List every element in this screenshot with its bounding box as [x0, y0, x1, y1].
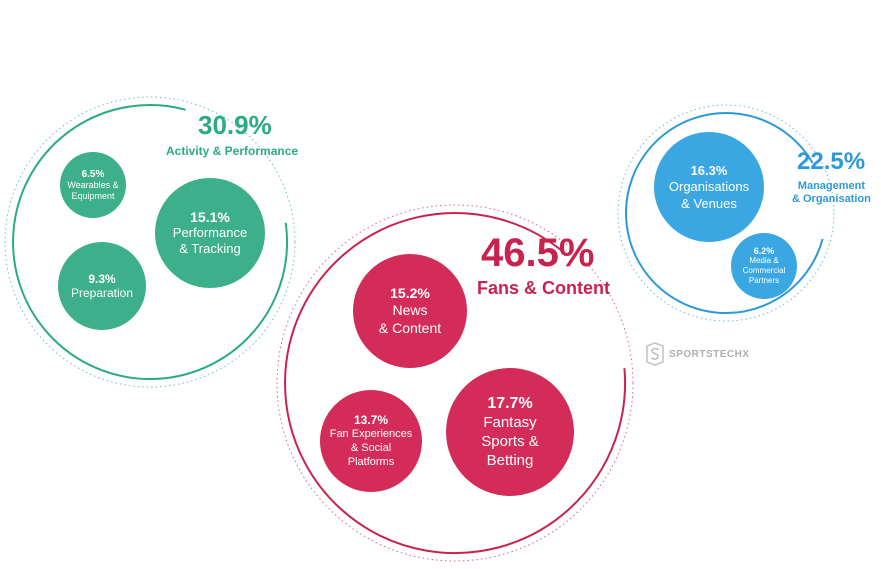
bubble-label: News & Content — [378, 302, 442, 336]
sportstechx-logo: SPORTSTECHX — [645, 342, 750, 366]
bubble-percent: 13.7% — [353, 413, 389, 427]
management-group-label: Management & Organisation — [792, 180, 871, 205]
bubble-percent: 6.5% — [81, 168, 105, 180]
bubble-label: Preparation — [70, 286, 134, 300]
bubble-label: Fantasy Sports & Betting — [481, 413, 539, 469]
logo-text: SPORTSTECHX — [669, 348, 750, 360]
bubble-label: Media & Commercial Partners — [742, 256, 786, 285]
activity-group-label: Activity & Performance — [166, 144, 299, 158]
management-ring — [625, 112, 824, 314]
bubble-fantasy-sports-betting: 17.7% Fantasy Sports & Betting — [446, 368, 574, 496]
bubble-media-commercial: 6.2% Media & Commercial Partners — [731, 233, 797, 299]
bubble-percent: 9.3% — [88, 272, 116, 286]
bubble-percent: 17.7% — [487, 394, 533, 412]
bubble-label: Fan Experiences & Social Platforms — [329, 428, 413, 468]
bubble-performance-tracking: 15.1% Performance & Tracking — [155, 178, 265, 288]
bubble-percent: 15.1% — [190, 209, 230, 225]
activity-dotted-ring — [4, 96, 296, 388]
fans-ring — [284, 212, 626, 555]
activity-ring — [12, 104, 289, 381]
bubble-news-content: 15.2% News & Content — [353, 254, 467, 368]
bubble-wearables-equipment: 6.5% Wearables & Equipment — [60, 152, 126, 218]
fans-group-label: Fans & Content — [477, 278, 610, 298]
management-group-percent: 22.5% — [797, 148, 866, 175]
bubble-fan-experiences: 13.7% Fan Experiences & Social Platforms — [320, 390, 422, 492]
bubble-percent: 16.3% — [690, 162, 728, 178]
activity-group-percent: 30.9% — [198, 110, 272, 140]
bubble-percent: 6.2% — [753, 246, 775, 256]
bubble-preparation: 9.3% Preparation — [58, 242, 146, 330]
bubble-label: Wearables & Equipment — [67, 179, 119, 201]
bubble-label: Organisations & Venues — [668, 178, 750, 211]
bubble-label: Performance & Tracking — [172, 225, 248, 256]
management-dotted-ring — [617, 104, 835, 322]
bubble-percent: 15.2% — [390, 285, 430, 301]
fans-group-percent: 46.5% — [481, 231, 595, 275]
bubble-organisations-venues: 16.3% Organisations & Venues — [654, 132, 764, 242]
logo-s-icon — [646, 342, 664, 366]
fans-dotted-ring — [276, 204, 634, 562]
